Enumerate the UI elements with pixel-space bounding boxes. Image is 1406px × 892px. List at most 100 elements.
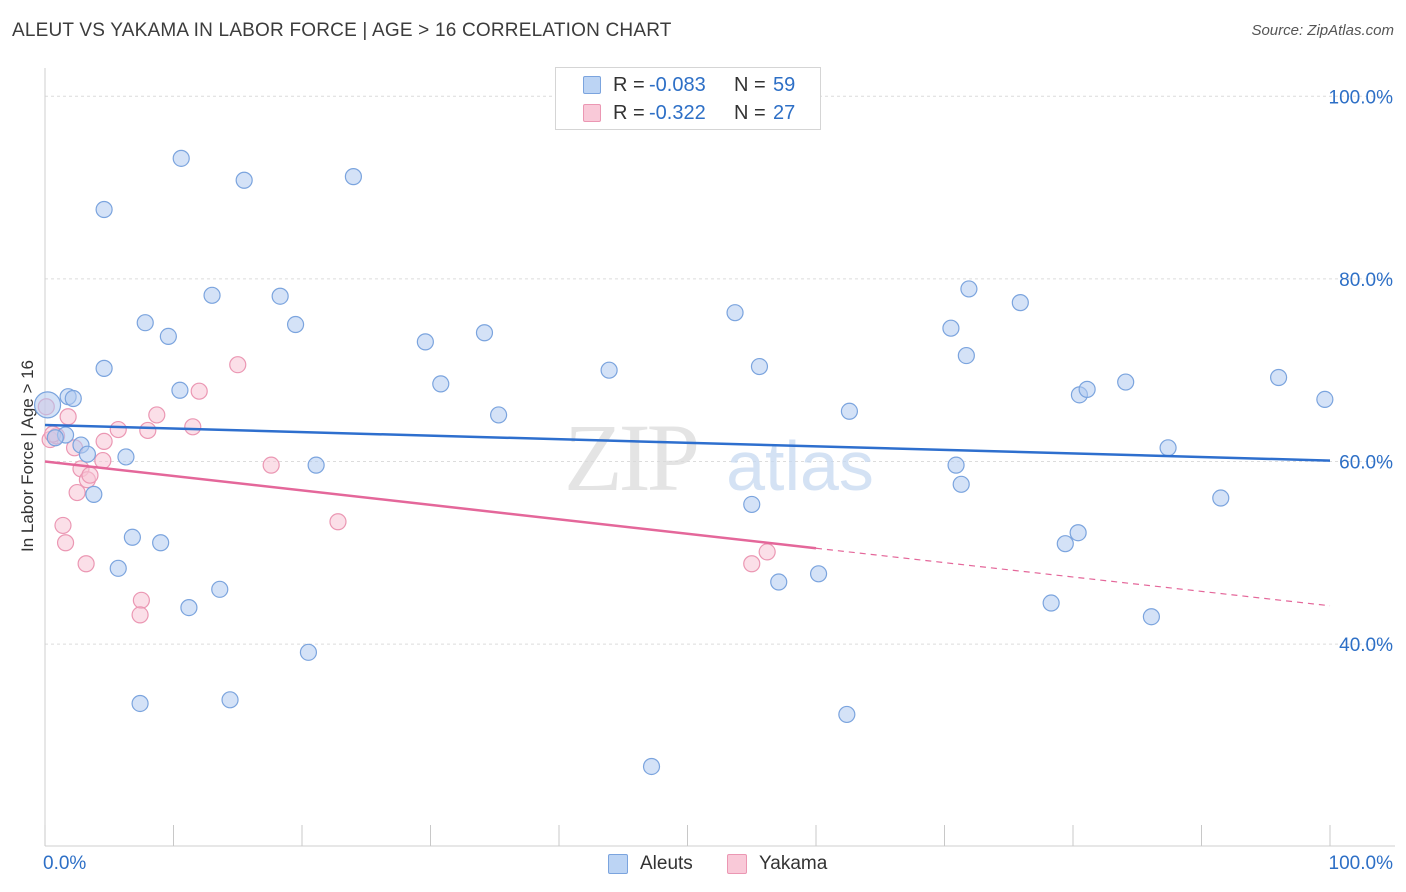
aleut-point	[1117, 373, 1135, 391]
x-tick-label: 100.0%	[1329, 853, 1394, 874]
aleut-point	[1269, 368, 1288, 387]
yakama-point	[95, 432, 113, 451]
yakama-point	[184, 418, 202, 436]
yakama-point	[190, 382, 208, 400]
watermark-zip: ZIP	[564, 404, 697, 511]
aleut-point	[947, 456, 965, 474]
aleut-point	[1042, 594, 1060, 612]
aleut-point	[33, 391, 62, 419]
yakama-point	[77, 555, 95, 573]
aleut-point	[416, 333, 434, 351]
aleut-point	[1159, 439, 1177, 457]
chart-source: Source: ZipAtlas.com	[1251, 22, 1394, 39]
legend-row-aleuts: R = -0.083 N = 59	[556, 73, 820, 99]
aleut-point	[221, 691, 239, 709]
aleut-point	[172, 149, 190, 167]
aleut-point	[770, 573, 788, 591]
yakama-trend-line	[44, 460, 817, 550]
yakama-point	[132, 591, 150, 609]
aleut-point	[432, 375, 450, 393]
yakama-trend-extension	[815, 547, 1331, 607]
aleut-point	[726, 304, 744, 322]
aleut-point	[490, 406, 508, 424]
aleut-point	[344, 168, 362, 186]
aleut-point	[78, 445, 97, 463]
yakama-point	[743, 555, 761, 573]
aleut-point	[838, 705, 856, 724]
legend-n-value-yakama: 27	[773, 102, 796, 124]
legend-r-label: R =	[613, 102, 645, 124]
aleut-point	[131, 694, 149, 713]
aleut-point	[952, 475, 970, 493]
bottom-legend-swatch-aleuts	[608, 854, 628, 874]
bottom-legend-label-yakama: Yakama	[759, 853, 828, 874]
correlation-legend: R = -0.083 N = 59 R = -0.322 N = 27	[555, 67, 821, 130]
legend-swatch-aleuts	[583, 76, 601, 94]
aleut-point	[475, 324, 494, 342]
aleut-point	[942, 319, 960, 337]
aleut-point	[1212, 489, 1230, 507]
aleut-point	[95, 359, 113, 377]
y-tick-label: 40.0%	[1339, 635, 1393, 656]
aleut-points	[33, 149, 1334, 776]
yakama-point	[758, 543, 776, 561]
yakama-point	[262, 456, 280, 474]
aleut-point	[743, 495, 761, 514]
aleut-point	[750, 357, 769, 376]
aleut-point	[1078, 380, 1096, 398]
aleut-point	[1142, 608, 1160, 626]
yakama-point	[229, 356, 247, 374]
legend-n-label: N =	[734, 74, 766, 96]
aleut-point	[1069, 524, 1087, 542]
aleut-point	[203, 286, 221, 304]
yakama-point	[139, 421, 157, 440]
yakama-point	[81, 466, 99, 484]
aleut-point	[152, 534, 170, 552]
aleut-point	[299, 643, 318, 661]
aleut-point	[1011, 294, 1029, 312]
aleut-point	[235, 171, 253, 189]
aleut-point	[117, 448, 135, 466]
legend-n-value-aleuts: 59	[773, 74, 796, 96]
yakama-point	[109, 420, 127, 439]
aleut-point	[600, 361, 618, 379]
aleut-trend-line	[44, 423, 1331, 462]
aleut-point	[85, 485, 103, 503]
legend-r-label: R =	[613, 74, 645, 96]
aleut-point	[95, 200, 113, 219]
yakama-point	[54, 516, 72, 535]
legend-swatch-yakama	[583, 104, 601, 122]
aleut-point	[307, 456, 325, 474]
axes	[44, 68, 1395, 847]
aleut-point	[211, 580, 229, 598]
yakama-point	[68, 483, 86, 502]
legend-row-yakama: R = -0.322 N = 27	[556, 101, 820, 127]
chart-title: ALEUT VS YAKAMA IN LABOR FORCE | AGE > 1…	[12, 20, 672, 41]
aleut-point	[64, 389, 82, 408]
aleut-point	[840, 402, 859, 420]
aleut-point	[46, 429, 64, 447]
bottom-legend-label-aleuts: Aleuts	[640, 853, 693, 874]
aleut-point	[109, 559, 127, 577]
aleut-point	[286, 315, 305, 334]
aleut-point	[180, 598, 198, 617]
aleut-point	[1316, 390, 1334, 409]
aleut-point	[1056, 535, 1074, 553]
watermark-atlas: atlas	[726, 427, 874, 505]
legend-r-value-aleuts: -0.083	[649, 74, 706, 96]
aleut-point	[271, 287, 289, 305]
tick-labels: 40.0% 60.0% 80.0% 100.0% 0.0% 100.0%	[43, 87, 1393, 874]
aleut-point	[960, 280, 978, 298]
aleut-point	[809, 565, 828, 583]
yakama-point	[329, 513, 347, 531]
legend-n-label: N =	[734, 102, 766, 124]
y-tick-label: 60.0%	[1339, 453, 1393, 474]
yakama-point	[59, 408, 77, 426]
aleut-point	[159, 327, 177, 346]
legend-r-value-yakama: -0.322	[649, 102, 706, 124]
aleut-point	[957, 346, 975, 365]
watermark: ZIP atlas	[564, 404, 874, 511]
aleut-point	[136, 314, 154, 332]
trend-lines	[44, 423, 1331, 607]
x-tick-label: 0.0%	[43, 853, 86, 874]
